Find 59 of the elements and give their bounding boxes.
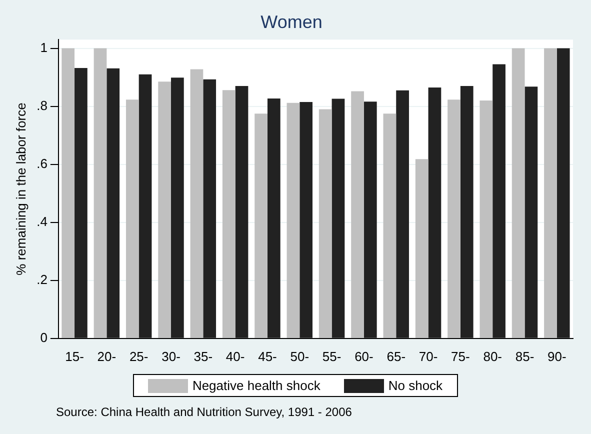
bar [480, 100, 493, 338]
legend-label: No shock [388, 378, 443, 393]
bar [544, 48, 557, 338]
x-tick-label: 25- [129, 348, 148, 364]
bar [383, 114, 396, 338]
x-tick-label: 55- [322, 348, 342, 364]
x-tick-label: 30- [162, 348, 180, 364]
bar [492, 64, 506, 338]
x-tick-label: 80- [483, 348, 502, 364]
bar [106, 68, 120, 338]
bar [158, 82, 171, 338]
y-tick-label: .8 [36, 98, 48, 113]
bar [254, 114, 268, 338]
bar [138, 74, 152, 338]
x-tick-label: 45- [258, 348, 277, 364]
bar [351, 91, 364, 338]
x-tick-label: 60- [354, 348, 374, 364]
bar [396, 90, 409, 338]
bar [448, 100, 460, 338]
legend-label: Negative health shock [192, 378, 320, 393]
bar [62, 48, 75, 338]
y-tick-label: 1 [40, 40, 48, 55]
bar [318, 109, 332, 338]
bar [235, 86, 248, 338]
bar [74, 68, 88, 338]
bar [415, 159, 428, 338]
y-tick-label: 0 [40, 330, 48, 345]
bar [524, 86, 538, 338]
bar [512, 48, 525, 338]
bar [460, 86, 474, 338]
chart-title: Women [260, 12, 322, 32]
x-tick-label: 50- [290, 348, 310, 364]
x-tick-label: 90- [548, 348, 566, 364]
source-note: Source: China Health and Nutrition Survey, 1991 - 2006 [56, 405, 353, 419]
bar [332, 98, 345, 338]
bar [428, 87, 442, 338]
bar [222, 90, 236, 338]
bar [203, 79, 216, 338]
x-tick-label: 15- [65, 348, 84, 364]
bar [190, 69, 204, 338]
x-tick-label: 70- [418, 348, 438, 364]
bar [171, 78, 184, 338]
x-tick-label: 20- [97, 348, 116, 364]
bar [267, 98, 280, 338]
x-tick-label: 40- [226, 348, 245, 364]
bar [556, 48, 570, 338]
x-tick-label: 65- [386, 348, 406, 364]
bar [286, 102, 300, 338]
y-tick-label: .6 [36, 156, 48, 171]
bar [364, 102, 377, 338]
y-axis-title: % remaining in the labor force [13, 102, 28, 276]
bar [300, 102, 313, 338]
bar [126, 100, 139, 338]
y-tick-label: .2 [36, 272, 48, 287]
y-tick-label: .4 [36, 214, 48, 229]
x-tick-label: 85- [515, 348, 534, 364]
bar [94, 48, 107, 338]
x-tick-label: 75- [451, 348, 470, 364]
x-tick-label: 35- [194, 348, 213, 364]
